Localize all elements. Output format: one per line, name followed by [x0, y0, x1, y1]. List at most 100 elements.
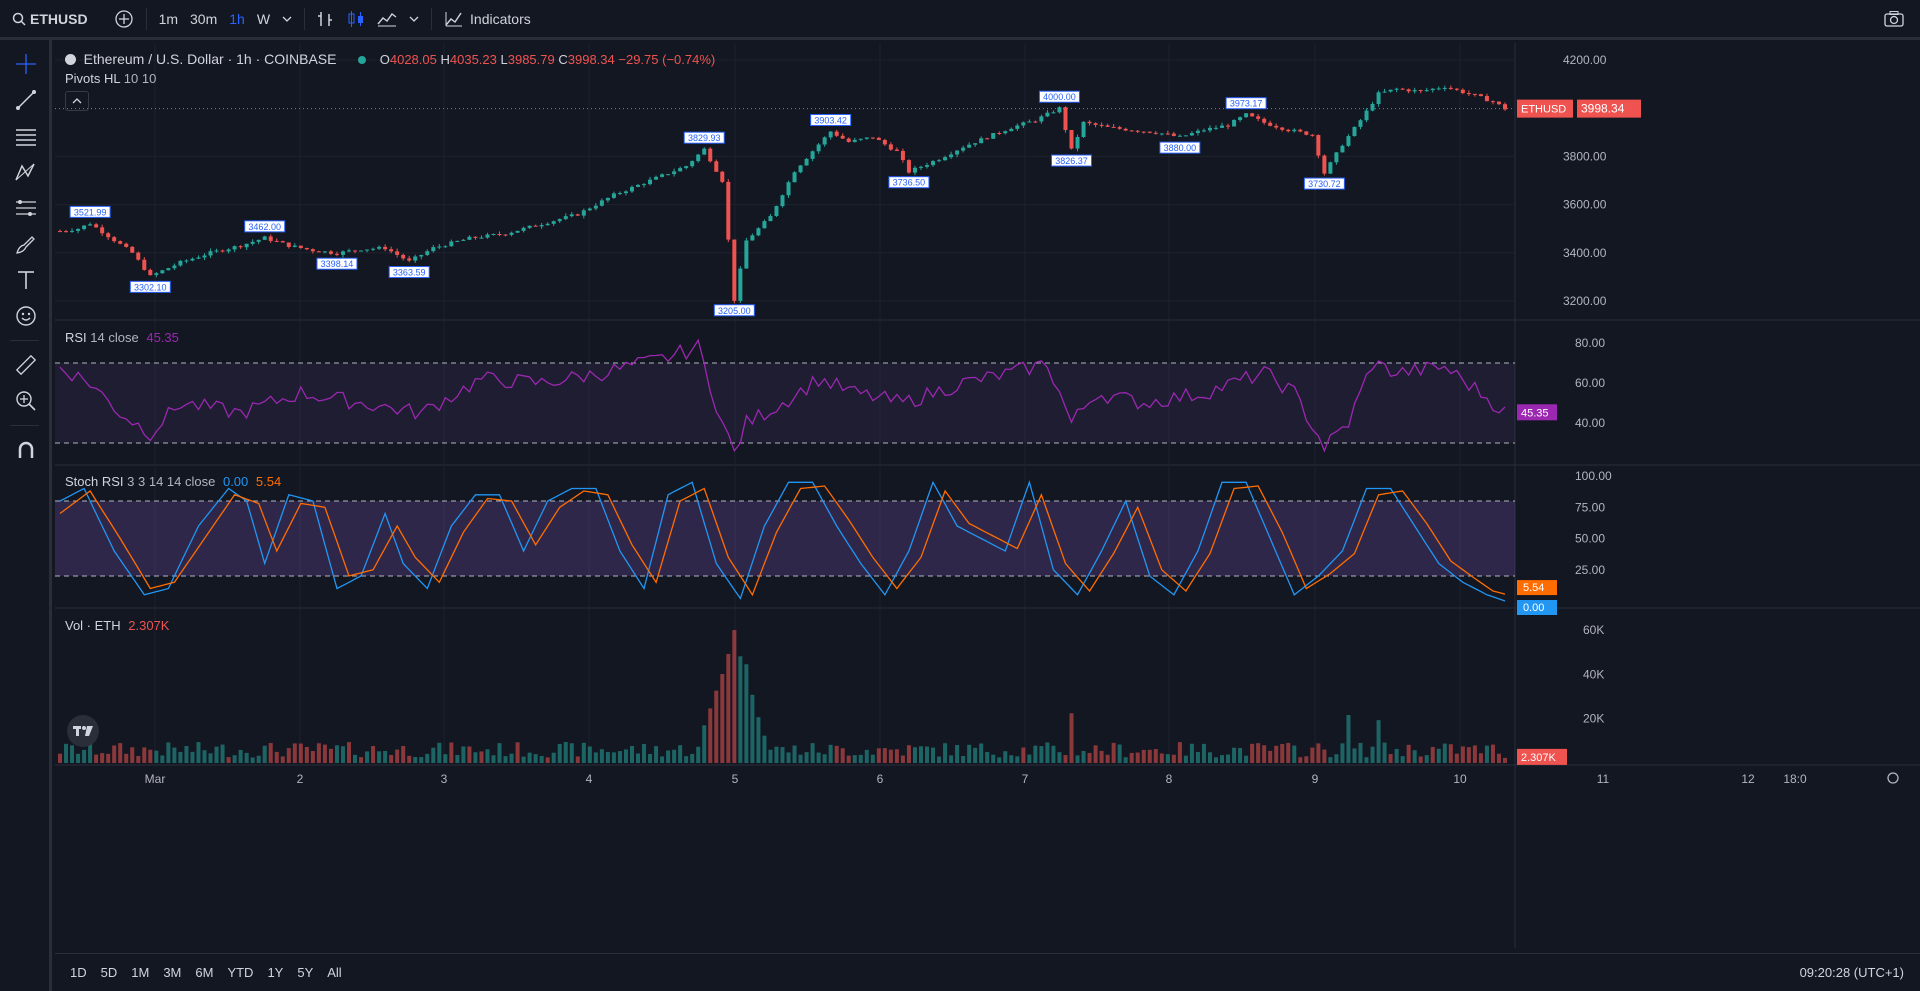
- axis-settings-icon[interactable]: [1887, 772, 1899, 784]
- last-price-tag: [1577, 99, 1641, 118]
- volume-bar: [1286, 742, 1291, 763]
- candle-body: [1189, 133, 1194, 136]
- range-1y[interactable]: 1Y: [267, 965, 284, 980]
- candle-body: [810, 151, 815, 159]
- measure-tool[interactable]: [0, 347, 52, 383]
- volume-legend[interactable]: Vol · ETH 2.307K: [65, 618, 169, 633]
- main-legend: Ethereum / U.S. Dollar · 1h · COINBASE O…: [65, 51, 715, 67]
- candle-body: [852, 139, 857, 142]
- volume-label: Vol · ETH: [65, 618, 121, 633]
- volume-bar: [605, 751, 610, 763]
- forecast-tool[interactable]: [0, 190, 52, 226]
- timeframe-1m[interactable]: 1m: [158, 10, 179, 27]
- pivots-legend[interactable]: Pivots HL 10 10: [65, 71, 156, 86]
- candle-body: [256, 239, 261, 242]
- candle-body: [76, 228, 81, 231]
- area-style-button[interactable]: [371, 0, 403, 39]
- pattern-tool[interactable]: [0, 154, 52, 190]
- chart-area[interactable]: 4200.00 3800.00 3600.00 3400.00 3200.00 ETHUS…: [55, 43, 1920, 948]
- volume-bar: [557, 743, 562, 763]
- range-ytd[interactable]: YTD: [227, 965, 254, 980]
- range-1d[interactable]: 1D: [70, 965, 87, 980]
- fib-retracement-icon: [16, 129, 36, 146]
- pivot-high-label: 3903.42: [814, 115, 847, 125]
- range-3m[interactable]: 3M: [163, 965, 182, 980]
- volume-bar: [900, 755, 905, 763]
- range-5d[interactable]: 5D: [100, 965, 118, 980]
- tradingview-logo[interactable]: [67, 715, 99, 747]
- candle-body: [660, 174, 665, 177]
- candle-body: [931, 161, 936, 166]
- trend-line-tool[interactable]: [0, 82, 52, 118]
- candle-body: [1430, 88, 1435, 91]
- crosshair-tool[interactable]: [0, 46, 52, 82]
- chart-type-dropdown[interactable]: [403, 0, 425, 39]
- fib-tool[interactable]: [0, 118, 52, 154]
- rsi-tick-label: 80.00: [1575, 336, 1605, 350]
- rsi-value-tag-label: 45.35: [1521, 407, 1549, 419]
- candles-style-button[interactable]: [341, 0, 371, 39]
- clock[interactable]: 09:20:28 (UTC+1): [1799, 965, 1904, 980]
- candle-body: [515, 230, 520, 233]
- compare-symbol-button[interactable]: [108, 0, 140, 39]
- stoch-rsi-legend[interactable]: Stoch RSI 3 3 14 14 close 0.00 5.54: [65, 474, 281, 489]
- candle-body: [419, 254, 424, 257]
- market-status-icon[interactable]: [358, 56, 367, 64]
- range-5y[interactable]: 5Y: [297, 965, 314, 980]
- volume-bar: [232, 755, 237, 763]
- symbol-search[interactable]: ETHUSD: [0, 0, 94, 39]
- volume-tick-label: 60K: [1583, 623, 1604, 637]
- range-1m[interactable]: 1M: [131, 965, 150, 980]
- volume-bar: [780, 747, 785, 763]
- rsi-legend[interactable]: RSI 14 close 45.35: [65, 330, 179, 345]
- chart-canvas[interactable]: 4200.00 3800.00 3600.00 3400.00 3200.00 ETHUS…: [55, 43, 1920, 948]
- volume-bar: [491, 755, 496, 763]
- range-6m[interactable]: 6M: [195, 965, 214, 980]
- volume-tick-label: 40K: [1583, 667, 1604, 681]
- volume-bar: [1129, 752, 1134, 763]
- text-tool[interactable]: [0, 262, 52, 298]
- volume-bar: [1075, 755, 1080, 763]
- candle-body: [1454, 88, 1459, 90]
- candle-body: [298, 245, 303, 248]
- candle-body: [648, 179, 653, 185]
- volume-bar: [1424, 755, 1429, 763]
- magnet-tool[interactable]: [0, 432, 52, 468]
- timeframe-1h[interactable]: 1h: [229, 10, 245, 27]
- timeframe-w[interactable]: W: [256, 10, 271, 27]
- candle-body: [720, 171, 725, 182]
- volume-bar: [840, 748, 845, 763]
- candle-body: [1268, 122, 1273, 126]
- candle-body: [581, 210, 586, 216]
- collapse-legend-button[interactable]: [65, 91, 89, 111]
- screenshot-button[interactable]: [1878, 0, 1910, 39]
- emoji-tool[interactable]: [0, 298, 52, 334]
- brush-tool[interactable]: [0, 226, 52, 262]
- time-tick-label: 11: [1597, 772, 1610, 786]
- range-all[interactable]: All: [327, 965, 342, 980]
- volume-bar: [937, 756, 942, 763]
- volume-bar: [154, 750, 159, 763]
- timeframe-dropdown[interactable]: [276, 0, 298, 39]
- bar-style-button[interactable]: [311, 0, 341, 39]
- price-tick-label: 3800.00: [1563, 149, 1607, 163]
- pivots-label: Pivots HL: [65, 71, 121, 86]
- tradingview-logo-icon: [73, 726, 93, 736]
- volume-bar: [1388, 754, 1393, 763]
- zoom-tool[interactable]: [0, 383, 52, 419]
- symbol-title: Ethereum / U.S. Dollar · 1h · COINBASE: [83, 51, 337, 67]
- volume-bar: [569, 743, 574, 763]
- candle-body: [1009, 128, 1014, 132]
- candle-body: [1496, 101, 1501, 105]
- candle-body: [949, 154, 954, 158]
- volume-bar: [136, 756, 141, 763]
- volume-bar: [479, 751, 484, 763]
- volume-bar: [389, 754, 394, 763]
- volume-bar: [1472, 745, 1477, 763]
- pivot-low-box: [1159, 141, 1201, 154]
- volume-bar: [1207, 752, 1212, 763]
- volume-bar: [985, 752, 990, 763]
- indicators-button[interactable]: Indicators: [438, 0, 537, 39]
- candle-body: [1039, 116, 1044, 122]
- timeframe-30m[interactable]: 30m: [190, 10, 218, 27]
